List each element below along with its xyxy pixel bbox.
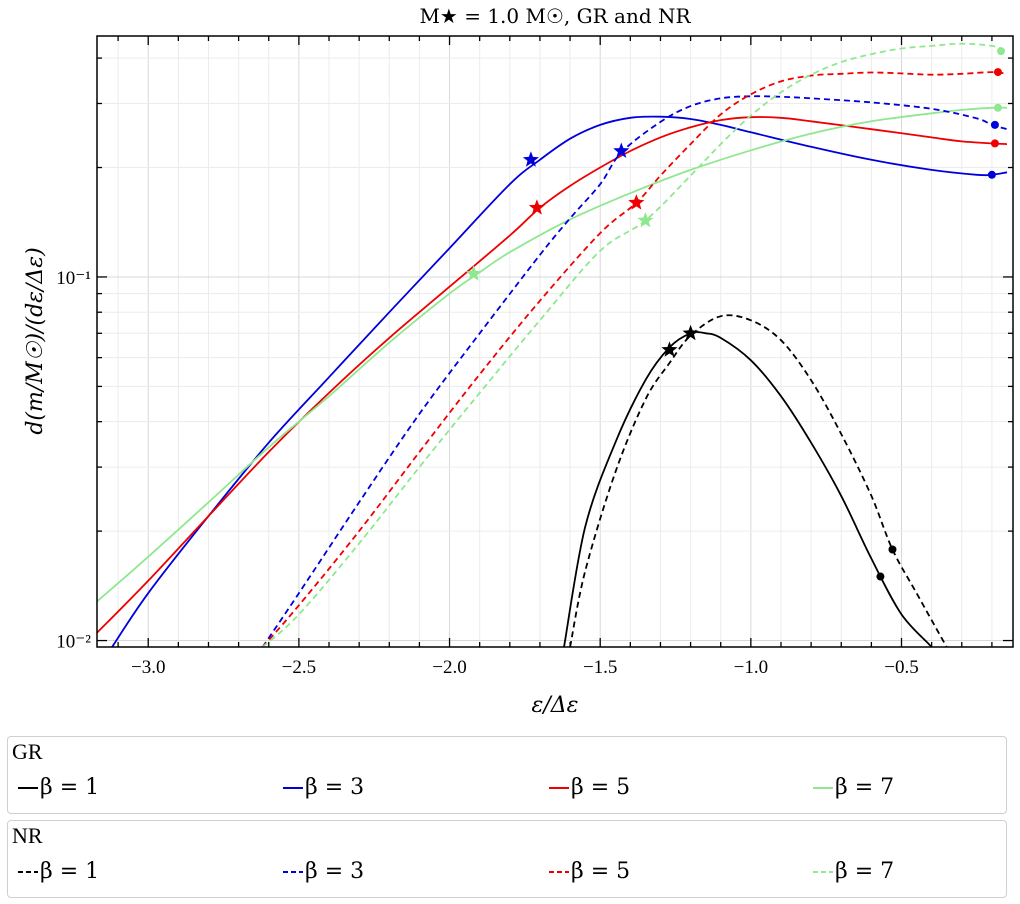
series-line-nr-3 xyxy=(261,95,1008,647)
legend-nr-beta3-label: β = 3 xyxy=(305,859,365,884)
x-tick-label: −1.0 xyxy=(734,657,768,678)
legend-gr-beta1-label: β = 1 xyxy=(40,775,100,800)
legend-gr-beta1: β = 1 xyxy=(18,775,99,800)
legend-nr-beta1: β = 1 xyxy=(18,859,99,884)
series-line-nr-1 xyxy=(569,314,948,647)
dot-marker-gr-3 xyxy=(987,170,996,179)
x-axis-title: ε/Δε xyxy=(532,693,579,718)
legend-nr-beta5: β = 5 xyxy=(549,859,630,884)
series-line-gr-5 xyxy=(97,116,1008,634)
legend-nr-beta1-label: β = 1 xyxy=(40,859,100,884)
dot-marker-gr-7 xyxy=(993,103,1002,112)
legend-nr-beta5-label: β = 5 xyxy=(571,859,631,884)
star-marker-gr-3 xyxy=(522,151,539,167)
legend-nr-beta3: β = 3 xyxy=(283,859,364,884)
star-marker-nr-5 xyxy=(628,194,645,210)
star-marker-gr-1 xyxy=(682,324,699,341)
series-line-nr-7 xyxy=(262,42,1008,647)
marker-layer xyxy=(465,47,1005,581)
x-tick-label: −2.5 xyxy=(282,657,316,678)
chart-title: M★ = 1.0 M☉, GR and NR xyxy=(419,4,691,28)
star-marker-gr-5 xyxy=(528,199,545,215)
y-axis-title: d(m/M☉)/(dε/Δε) xyxy=(23,247,48,434)
legend-gr: GR β = 1 β = 3 β = 5 β = 7 xyxy=(7,736,1007,814)
star-marker-nr-7 xyxy=(637,212,654,228)
legend-gr-beta5-label: β = 5 xyxy=(571,775,631,800)
x-tick-label: −3.0 xyxy=(131,657,165,678)
legend-nr: NR β = 1 β = 3 β = 5 β = 7 xyxy=(7,820,1007,898)
series-line-nr-5 xyxy=(262,71,1008,647)
legend-gr-beta5: β = 5 xyxy=(549,775,630,800)
plot-frame xyxy=(96,35,1014,648)
legend-nr-beta7-label: β = 7 xyxy=(835,859,895,884)
legend-gr-title: GR xyxy=(12,739,43,764)
dot-marker-nr-5 xyxy=(993,68,1002,77)
dot-marker-nr-7 xyxy=(996,47,1005,56)
dot-marker-nr-3 xyxy=(990,120,999,129)
legend-nr-title: NR xyxy=(12,823,43,848)
x-tick-label: −1.5 xyxy=(583,657,617,678)
legend-gr-beta3-label: β = 3 xyxy=(305,775,365,800)
y-tick-label: 10⁻¹ xyxy=(56,268,91,289)
x-tick-label: −0.5 xyxy=(884,657,918,678)
series-line-gr-7 xyxy=(97,106,1008,603)
legend-gr-beta7-label: β = 7 xyxy=(835,775,895,800)
chart: −3.0 −2.5 −2.0 −1.5 −1.0 −0.5 10⁻² 10⁻¹ M★ = 1.… xyxy=(23,4,1014,718)
series-line-gr-3 xyxy=(111,115,1008,647)
x-tick-label: −2.0 xyxy=(432,657,466,678)
legend-nr-beta7: β = 7 xyxy=(813,859,894,884)
dot-marker-nr-1 xyxy=(888,545,897,554)
dot-marker-gr-1 xyxy=(876,572,885,581)
dot-marker-gr-5 xyxy=(990,139,999,148)
ticks: −3.0 −2.5 −2.0 −1.5 −1.0 −0.5 10⁻² 10⁻¹ xyxy=(56,36,1013,678)
legend-gr-beta3: β = 3 xyxy=(283,775,364,800)
star-marker-nr-1 xyxy=(661,341,678,357)
y-tick-label: 10⁻² xyxy=(56,632,91,653)
legend-gr-beta7: β = 7 xyxy=(813,775,894,800)
star-marker-gr-7 xyxy=(465,265,482,281)
star-marker-nr-3 xyxy=(613,142,630,158)
